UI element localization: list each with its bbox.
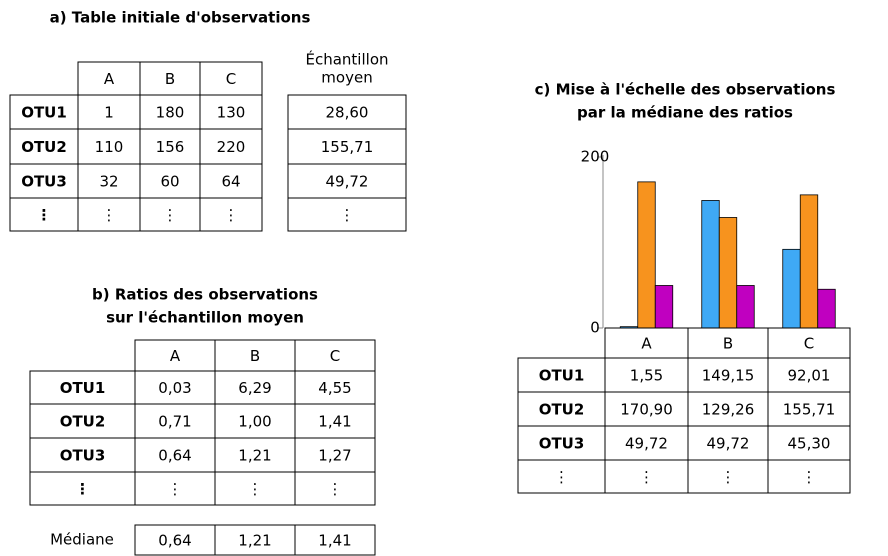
bar bbox=[817, 288, 836, 329]
table-value: 0,03 bbox=[158, 379, 191, 397]
row-label: Médiane bbox=[50, 531, 114, 549]
table-value: 1,41 bbox=[318, 532, 351, 550]
table-value: 92,01 bbox=[788, 367, 831, 385]
table-cell bbox=[294, 524, 376, 556]
table-cell bbox=[294, 471, 376, 506]
table-value: 6,29 bbox=[238, 379, 271, 397]
table-value: ⋮ bbox=[248, 480, 263, 498]
x-tick-label: C bbox=[804, 335, 814, 353]
bar bbox=[637, 181, 656, 329]
table-value: 1,21 bbox=[238, 532, 271, 550]
x-tick-label: A bbox=[641, 335, 652, 353]
legend-label: OTU2 bbox=[539, 401, 585, 419]
table-cell bbox=[287, 197, 407, 232]
table-value: 1,21 bbox=[238, 447, 271, 465]
row-label: OTU3 bbox=[60, 447, 106, 465]
table-value: 180 bbox=[156, 104, 185, 122]
chart-title: par la médiane des ratios bbox=[577, 104, 793, 122]
table-value: 45,30 bbox=[788, 435, 831, 453]
table-cell bbox=[767, 459, 851, 494]
column-header: moyen bbox=[321, 69, 372, 87]
ellipsis: ⋮ bbox=[802, 468, 817, 486]
table-value: 28,60 bbox=[326, 104, 369, 122]
table-value: 49,72 bbox=[326, 173, 369, 191]
bar bbox=[799, 194, 819, 329]
bar bbox=[736, 285, 755, 329]
column-header: C bbox=[330, 347, 340, 365]
column-header: Échantillon bbox=[306, 50, 389, 69]
bar bbox=[701, 200, 720, 329]
column-header: C bbox=[226, 70, 236, 88]
table-value: ⋮ bbox=[340, 206, 355, 224]
table-value: 156 bbox=[156, 138, 185, 156]
table-value: 220 bbox=[217, 138, 246, 156]
ellipsis: ⋮ bbox=[639, 468, 654, 486]
row-label: OTU2 bbox=[60, 413, 106, 431]
table-value: ⋮ bbox=[328, 480, 343, 498]
chart-title: c) Mise à l'échelle des observations bbox=[535, 81, 836, 99]
table-value: 49,72 bbox=[625, 435, 668, 453]
table-cell bbox=[199, 197, 263, 232]
table-value: ⋮ bbox=[102, 206, 117, 224]
table-value: 155,71 bbox=[321, 138, 374, 156]
table-value: ⋮ bbox=[224, 206, 239, 224]
row-label: ⋮ bbox=[37, 206, 52, 224]
table-value: 1,55 bbox=[630, 367, 663, 385]
table-value: 4,55 bbox=[318, 379, 351, 397]
row-label: OTU1 bbox=[21, 104, 67, 122]
table-value: 170,90 bbox=[620, 401, 673, 419]
table-value: 149,15 bbox=[702, 367, 755, 385]
row-label: OTU2 bbox=[21, 138, 67, 156]
table-value: ⋮ bbox=[168, 480, 183, 498]
table-value: 32 bbox=[99, 173, 118, 191]
bar bbox=[654, 285, 674, 329]
bar bbox=[718, 217, 738, 329]
y-tick-label: 200 bbox=[581, 148, 610, 166]
column-header: B bbox=[250, 347, 260, 365]
table-value: 129,26 bbox=[702, 401, 755, 419]
panel-title: b) Ratios des observations bbox=[92, 286, 318, 304]
table-value: 130 bbox=[217, 104, 246, 122]
x-tick-label: B bbox=[723, 335, 733, 353]
table-value: 1 bbox=[104, 104, 114, 122]
panel-title: sur l'échantillon moyen bbox=[106, 309, 304, 327]
ellipsis: ⋮ bbox=[554, 468, 569, 486]
panel-title: a) Table initiale d'observations bbox=[50, 9, 311, 27]
y-tick-label: 0 bbox=[590, 319, 600, 337]
table-value: 155,71 bbox=[783, 401, 836, 419]
table-value: 0,71 bbox=[158, 413, 191, 431]
table-value: 0,64 bbox=[158, 532, 191, 550]
table-value: 49,72 bbox=[707, 435, 750, 453]
legend-label: OTU1 bbox=[539, 367, 585, 385]
table-value: 64 bbox=[221, 173, 240, 191]
row-label: ⋮ bbox=[75, 480, 90, 498]
row-label: OTU1 bbox=[60, 379, 106, 397]
legend-label: OTU3 bbox=[539, 435, 585, 453]
table-value: ⋮ bbox=[163, 206, 178, 224]
column-header: B bbox=[165, 70, 175, 88]
table-value: 1,00 bbox=[238, 413, 271, 431]
table-value: 110 bbox=[95, 138, 124, 156]
row-label: OTU3 bbox=[21, 173, 67, 191]
bar bbox=[782, 248, 801, 329]
table-value: 1,41 bbox=[318, 413, 351, 431]
table-value: 0,64 bbox=[158, 447, 191, 465]
table-value: 1,27 bbox=[318, 447, 351, 465]
column-header: A bbox=[104, 70, 115, 88]
ellipsis: ⋮ bbox=[721, 468, 736, 486]
column-header: A bbox=[170, 347, 181, 365]
table-value: 60 bbox=[160, 173, 179, 191]
